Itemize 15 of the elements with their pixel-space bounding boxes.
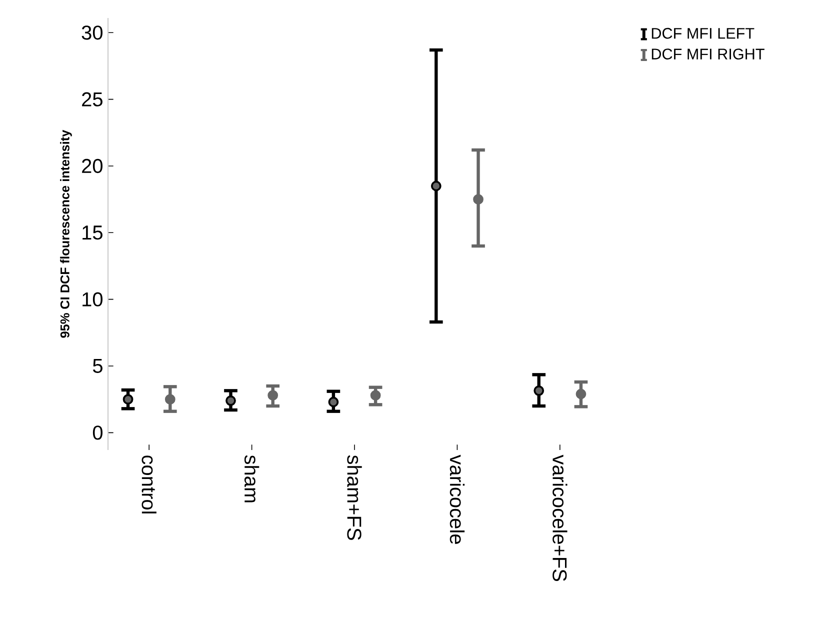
y-tick-label: 15 [82, 226, 102, 240]
x-tick-label: varicocele+FS [552, 454, 568, 582]
y-tick-label: 10 [82, 292, 102, 306]
y-tick-label: 25 [82, 92, 102, 106]
x-tick-label: varicocele [450, 454, 465, 544]
y-tick-label: 5 [92, 359, 102, 373]
y-tick-label: 20 [82, 158, 102, 174]
x-tick-label: sham [244, 455, 260, 502]
x-tick-label: control [142, 456, 156, 514]
y-axis-title: 95% CI DCF flourescence intensity [60, 130, 72, 338]
x-tick-label: sham+FS [347, 455, 362, 540]
y-tick-label: 0 [92, 426, 102, 440]
legend-label: DCF MFI RIGHT [652, 48, 764, 60]
legend-label: DCF MFI LEFT [652, 28, 754, 39]
y-tick-label: 30 [82, 26, 102, 40]
